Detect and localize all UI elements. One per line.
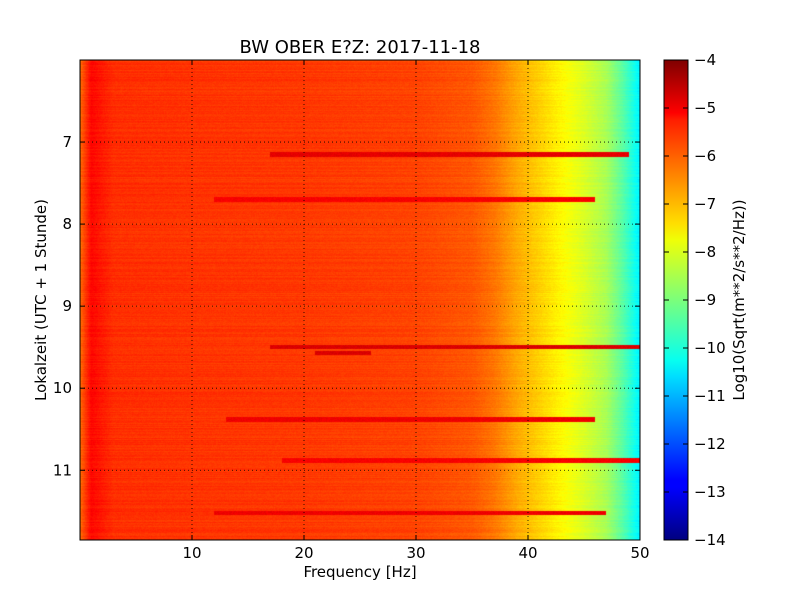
colorbar-tick-label: −7 [694, 195, 716, 213]
colorbar-label: Log10(Sqrt(m**2/s**2/Hz)) [730, 199, 748, 400]
colorbar-tick-label: −8 [694, 243, 716, 261]
plot-frame [79, 59, 641, 541]
chart-title: BW OBER E?Z: 2017-11-18 [240, 37, 481, 58]
colorbar-tick-label: −9 [694, 291, 716, 309]
colorbar-tick-label: −14 [694, 531, 726, 549]
y-tick-label: 9 [62, 297, 72, 315]
spectrogram-heatmap [80, 60, 640, 540]
y-axis-ticks: 7 8 9 10 11 [53, 133, 640, 479]
x-tick-label: 40 [518, 544, 537, 562]
colorbar-tick-label: −4 [694, 51, 716, 69]
colorbar-ticks: −4 −5 −6 −7 −8 −9 −10 −11 −12 −13 −14 [664, 51, 726, 549]
y-tick-label: 11 [53, 461, 72, 479]
x-tick-label: 50 [630, 544, 649, 562]
x-axis-ticks: 10 20 30 40 50 [182, 60, 650, 562]
colorbar-tick-label: −13 [694, 483, 726, 501]
grid-lines [80, 60, 640, 540]
y-axis-label: Lokalzeit (UTC + 1 Stunde) [32, 199, 50, 401]
x-tick-label: 30 [406, 544, 425, 562]
y-tick-label: 7 [62, 133, 72, 151]
colorbar-tick-label: −11 [694, 387, 726, 405]
x-tick-label: 20 [294, 544, 313, 562]
x-axis-label: Frequency [Hz] [303, 563, 416, 581]
y-tick-label: 8 [62, 215, 72, 233]
y-tick-label: 10 [53, 379, 72, 397]
colorbar-tick-label: −6 [694, 147, 716, 165]
x-tick-label: 10 [182, 544, 201, 562]
colorbar-tick-label: −10 [694, 339, 726, 357]
colorbar-tick-label: −5 [694, 99, 716, 117]
colorbar-tick-label: −12 [694, 435, 726, 453]
